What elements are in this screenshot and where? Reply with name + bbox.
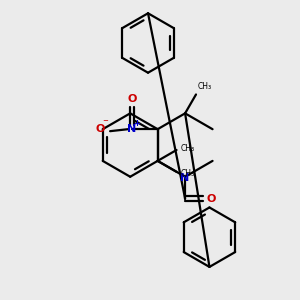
Text: CH₃: CH₃	[198, 82, 212, 91]
Text: CH₃: CH₃	[181, 143, 195, 152]
Text: ⁻: ⁻	[102, 118, 108, 128]
Text: O: O	[206, 194, 215, 203]
Text: CH₃: CH₃	[181, 169, 195, 178]
Text: +: +	[133, 119, 140, 128]
Text: O: O	[127, 94, 136, 104]
Text: N: N	[127, 124, 136, 134]
Text: N: N	[181, 173, 190, 183]
Text: O: O	[95, 124, 105, 134]
